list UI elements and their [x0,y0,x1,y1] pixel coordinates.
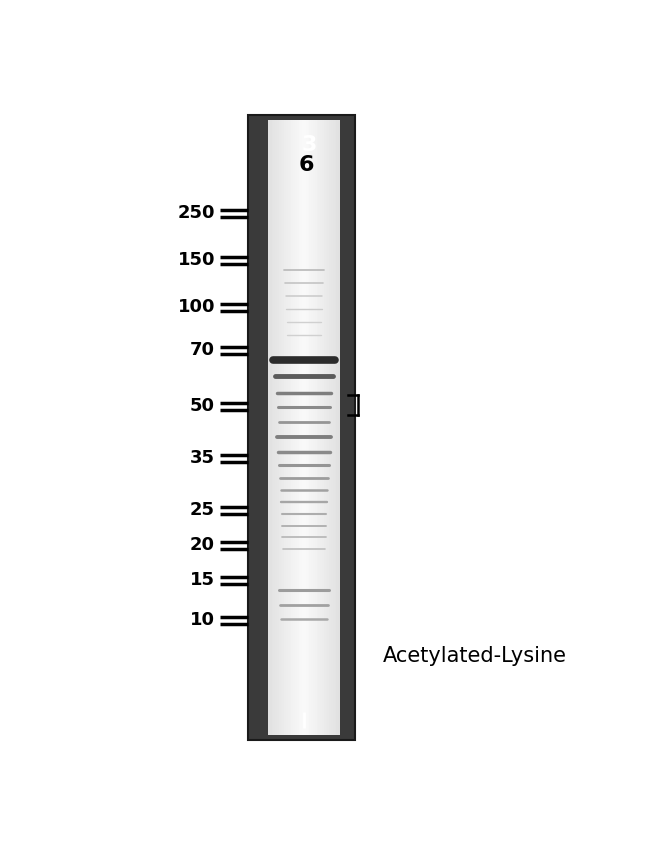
Bar [274,120,275,735]
Bar [270,120,272,735]
Text: 50: 50 [190,397,215,415]
Bar [272,120,274,735]
Bar [286,120,288,735]
Bar [248,115,355,740]
Bar [284,120,286,735]
Text: 35: 35 [190,449,215,467]
Bar [329,120,331,735]
Bar [331,120,333,735]
Bar [320,120,322,735]
Bar [290,120,291,735]
Text: Acetylated-Lysine: Acetylated-Lysine [382,646,567,666]
Bar [277,120,279,735]
Bar [281,120,282,735]
Bar [279,120,281,735]
Bar [313,120,315,735]
Bar [335,120,337,735]
Text: 150: 150 [177,251,215,269]
Text: 15: 15 [190,571,215,589]
Bar [282,120,284,735]
Text: 20: 20 [190,536,215,554]
Bar [337,120,338,735]
Bar [324,120,326,735]
Bar [309,120,311,735]
Bar [318,120,320,735]
Bar [322,120,324,735]
Bar [328,120,329,735]
Text: 250: 250 [177,204,215,222]
Text: 6: 6 [298,155,314,175]
Bar [295,120,297,735]
Bar [338,120,340,735]
Bar [311,120,313,735]
Bar [293,120,295,735]
Bar [307,120,309,735]
Bar [275,120,277,735]
Text: 10: 10 [190,611,215,629]
Bar [288,120,290,735]
Bar [302,120,304,735]
Bar [268,120,270,735]
Text: 3: 3 [302,135,317,155]
Bar [304,120,306,735]
Bar [298,120,300,735]
Bar [300,120,302,735]
Bar [297,120,298,735]
Bar [317,120,318,735]
Bar [306,120,307,735]
Bar [333,120,335,735]
Bar [326,120,328,735]
Bar [315,120,317,735]
Text: 100: 100 [177,298,215,316]
Text: 25: 25 [190,501,215,519]
Text: 70: 70 [190,341,215,359]
Bar [291,120,293,735]
